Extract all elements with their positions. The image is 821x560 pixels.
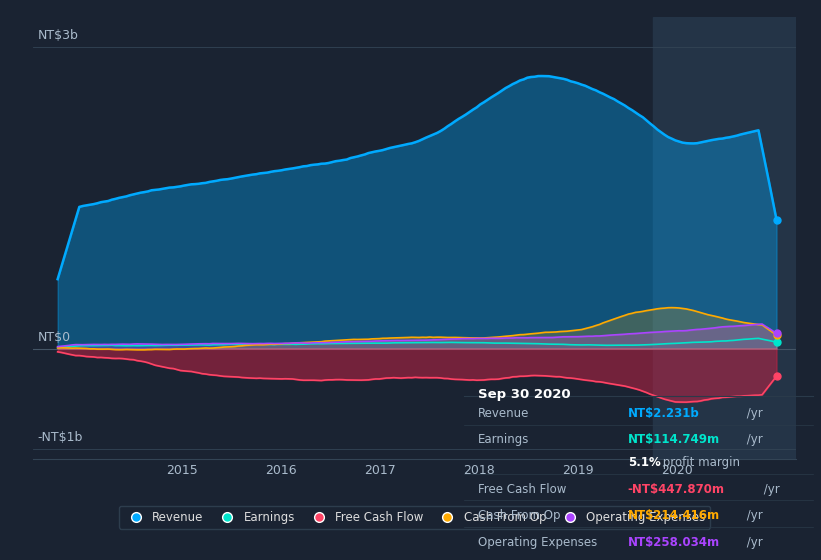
Text: NT$0: NT$0 xyxy=(38,330,71,344)
Text: Free Cash Flow: Free Cash Flow xyxy=(478,483,566,496)
Text: NT$258.034m: NT$258.034m xyxy=(628,536,720,549)
Bar xyxy=(653,17,821,459)
Text: Sep 30 2020: Sep 30 2020 xyxy=(478,388,571,400)
Text: /yr: /yr xyxy=(743,509,763,522)
Text: NT$214.416m: NT$214.416m xyxy=(628,509,720,522)
Text: -NT$1b: -NT$1b xyxy=(38,431,83,444)
Text: Cash From Op: Cash From Op xyxy=(478,509,560,522)
Text: Operating Expenses: Operating Expenses xyxy=(478,536,597,549)
Text: /yr: /yr xyxy=(743,536,763,549)
Text: /yr: /yr xyxy=(743,433,763,446)
Text: profit margin: profit margin xyxy=(659,456,741,469)
Text: NT$2.231b: NT$2.231b xyxy=(628,407,699,420)
Text: NT$114.749m: NT$114.749m xyxy=(628,433,720,446)
Text: Earnings: Earnings xyxy=(478,433,530,446)
Legend: Revenue, Earnings, Free Cash Flow, Cash From Op, Operating Expenses: Revenue, Earnings, Free Cash Flow, Cash … xyxy=(119,506,710,529)
Text: -NT$447.870m: -NT$447.870m xyxy=(628,483,725,496)
Text: /yr: /yr xyxy=(760,483,780,496)
Text: NT$3b: NT$3b xyxy=(38,29,79,42)
Text: Revenue: Revenue xyxy=(478,407,530,420)
Text: 5.1%: 5.1% xyxy=(628,456,661,469)
Text: /yr: /yr xyxy=(743,407,763,420)
